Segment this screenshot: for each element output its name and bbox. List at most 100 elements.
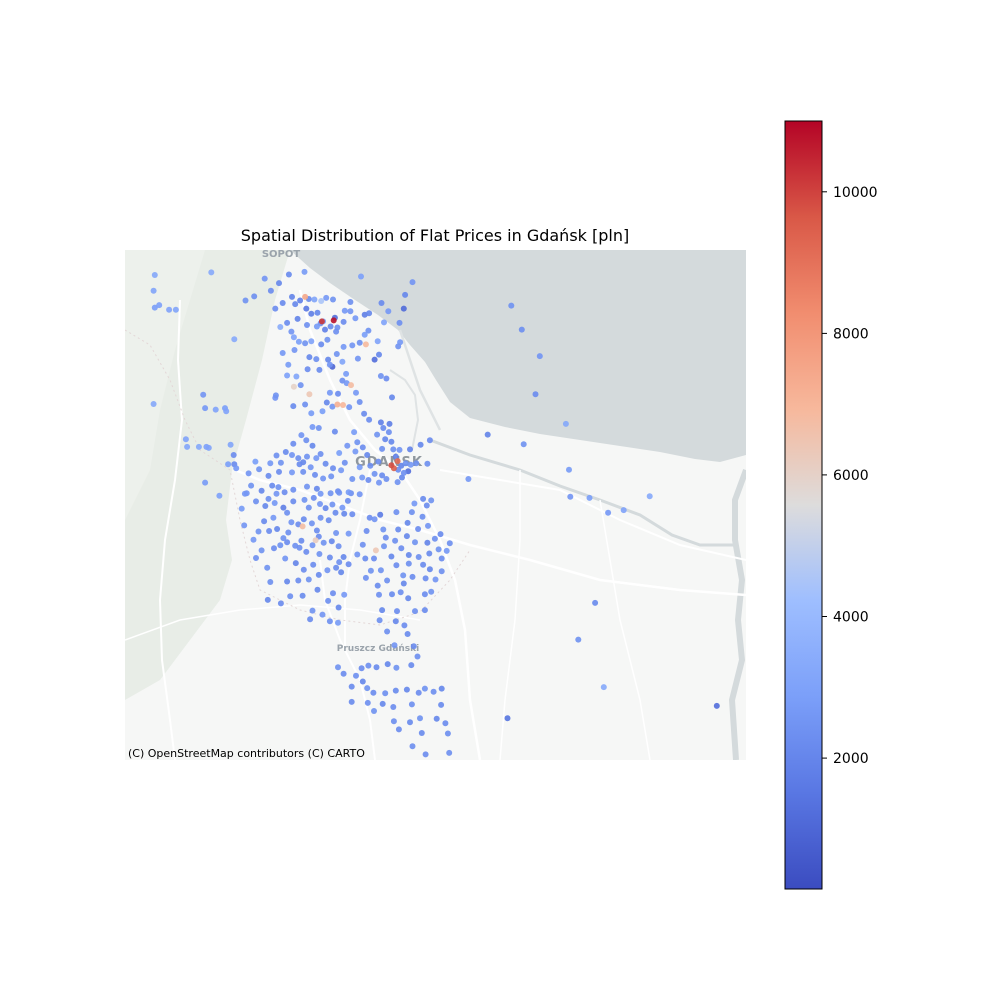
price-point [424,539,431,546]
road [439,469,746,561]
colorbar-tick-label: 2000 [833,751,869,767]
price-point [281,489,288,496]
price-point [444,730,451,737]
price-point [323,399,330,406]
price-point [405,552,412,558]
price-point [308,520,315,527]
data-points [150,268,720,758]
price-point [340,670,347,677]
price-point [349,476,356,482]
sea [290,250,746,462]
price-point [327,490,334,497]
price-point [392,687,399,694]
price-point [393,509,400,516]
price-point [330,296,336,303]
price-point [437,531,444,538]
price-point [409,279,416,286]
price-point [266,528,273,534]
price-point [271,545,277,552]
price-point [378,300,385,306]
price-point [421,591,428,598]
price-point [438,685,445,692]
price-point [400,572,407,579]
price-point [276,280,282,287]
price-point [301,268,308,275]
price-point [202,405,209,412]
price-point [356,464,363,471]
price-point [382,436,389,443]
price-point [379,445,386,452]
price-point [620,507,627,514]
price-point [318,298,325,304]
price-point [241,490,248,497]
price-point [335,664,341,671]
price-point [320,475,327,482]
price-point [377,567,384,574]
price-point [291,347,298,353]
colorbar: 2000 4000 6000 8000 10000 [784,120,878,890]
price-point [359,678,366,685]
price-point [285,271,292,278]
price-point [335,543,342,550]
price-point [379,472,386,479]
price-point [388,438,395,445]
price-point [315,571,322,578]
price-point [398,462,405,469]
price-point [306,391,313,398]
price-point [377,373,384,379]
price-point [446,749,453,756]
colorbar-tick-label: 8000 [833,326,869,342]
price-point [322,505,329,512]
price-point [313,323,320,330]
price-point [323,294,330,301]
price-point [184,443,191,450]
price-point [313,485,320,492]
price-point [151,272,158,278]
price-point [261,275,268,282]
price-point [399,474,405,481]
price-point [345,530,352,537]
price-point [334,401,341,408]
price-point [432,576,439,583]
price-point [325,517,332,524]
place-label-pruszcz: Pruszcz Gdański [337,644,419,654]
price-point [315,425,322,431]
road [319,559,376,760]
price-point [384,628,391,635]
price-point [316,366,323,373]
price-point [389,591,395,598]
price-point [297,297,304,304]
price-point [397,589,404,596]
price-point [309,424,316,430]
price-point [324,336,331,343]
colorbar-gradient [784,120,823,890]
price-point [277,600,284,607]
price-point [250,536,257,543]
price-point [383,476,390,482]
price-point [400,305,407,312]
price-point [238,505,245,512]
price-point [713,702,720,709]
price-point [383,375,390,382]
price-point [296,544,303,551]
price-point [417,715,423,722]
price-point [295,338,302,345]
price-point [230,452,237,458]
price-point [422,751,429,758]
price-point [314,309,321,316]
price-point [294,315,301,322]
price-point [261,518,268,525]
price-point [290,486,297,493]
price-point [287,593,294,600]
price-point [307,464,314,471]
price-point [328,473,335,480]
price-point [253,555,259,561]
price-point [245,470,252,477]
price-point [348,382,354,389]
price-point [415,554,422,560]
price-point [428,588,435,595]
price-point [269,482,276,489]
price-point [330,317,337,324]
price-point [420,561,427,568]
